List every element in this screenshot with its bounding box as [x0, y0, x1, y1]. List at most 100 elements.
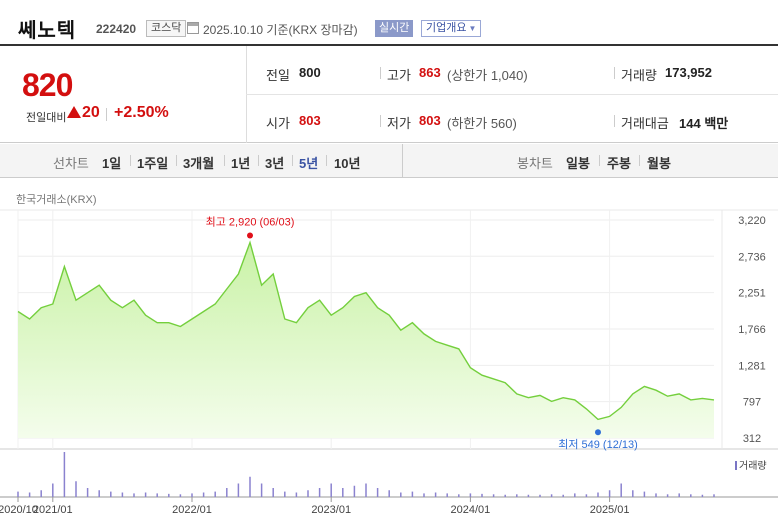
volume-bar	[713, 494, 715, 497]
market-badge: 코스닥	[146, 20, 187, 37]
stock-name: 쎄노텍	[18, 20, 77, 42]
volume-bar	[458, 494, 460, 497]
x-tick-label: 2021/01	[33, 504, 73, 516]
volume-bar	[121, 492, 124, 497]
y-tick-label: 3,220	[738, 215, 766, 227]
volume-bar	[202, 492, 205, 497]
divider	[614, 67, 615, 79]
up-arrow-icon	[67, 106, 81, 118]
chart-source-label: 한국거래소(KRX)	[16, 194, 97, 206]
divider	[380, 67, 381, 79]
high-value: 863	[419, 65, 441, 80]
volume-bar	[156, 493, 158, 497]
period-1w[interactable]: 1주일	[137, 156, 169, 171]
volume-bar	[295, 492, 298, 497]
volume-bar	[63, 452, 66, 497]
calendar-icon	[187, 22, 199, 34]
x-tick-label: 2022/01	[172, 504, 212, 516]
volume-bar	[469, 493, 472, 497]
x-tick-label: 2024/01	[451, 504, 491, 516]
stock-header: 쎄노텍 222420 코스닥 2025.10.10 기준(KRX 장마감) 실시…	[0, 0, 778, 46]
min-point-marker	[595, 429, 601, 436]
volume-bar	[504, 494, 506, 497]
change-percent: +2.50%	[114, 104, 169, 121]
volume-bar	[423, 493, 425, 497]
divider	[106, 108, 107, 121]
volume-bar	[562, 494, 564, 497]
volume-value: 173,952	[665, 65, 712, 80]
volume-bar	[643, 491, 646, 497]
volume-bar	[191, 493, 193, 497]
volume-bar	[527, 494, 530, 497]
y-tick-label: 1,281	[738, 360, 766, 372]
period-10y[interactable]: 10년	[334, 156, 361, 171]
volume-bar	[376, 488, 379, 497]
volume-bar	[86, 488, 89, 497]
open-label: 시가	[266, 116, 290, 131]
prev-close-value: 800	[299, 65, 321, 80]
price-change: 20	[67, 104, 100, 122]
volume-bar	[52, 483, 54, 497]
volume-bar	[318, 488, 321, 497]
volume-bar	[446, 493, 448, 497]
company-info-dropdown[interactable]: 기업개요 ▼	[421, 20, 482, 37]
divider	[258, 155, 259, 166]
volume-legend: 거래량	[735, 457, 767, 472]
volume-bar	[17, 491, 19, 497]
volume-bar	[597, 492, 599, 497]
volume-bar	[144, 492, 147, 497]
candle-weekly[interactable]: 주봉	[607, 156, 631, 171]
divider	[614, 115, 615, 127]
upper-limit: (상한가 1,040)	[447, 68, 528, 83]
divider	[402, 144, 403, 178]
quote-panel: 820 전일대비 20 +2.50% 전일 800 고가 863 (상한가 1,…	[0, 46, 778, 143]
volume-bar	[400, 492, 402, 497]
volume-label: 거래량	[621, 68, 657, 83]
volume-bar	[75, 481, 77, 497]
volume-bar	[655, 493, 657, 497]
candle-daily[interactable]: 일봉	[566, 156, 590, 171]
period-5y[interactable]: 5년	[299, 156, 319, 171]
volume-bar	[214, 491, 216, 497]
x-tick-label: 2025/01	[590, 504, 630, 516]
line-chart-label: 선차트	[53, 156, 89, 171]
volume-bar	[330, 483, 332, 497]
volume-bar	[701, 494, 704, 497]
period-1y[interactable]: 1년	[231, 156, 251, 171]
volume-bar	[388, 490, 390, 497]
y-tick-label: 1,766	[738, 324, 766, 336]
volume-bar	[342, 488, 344, 497]
current-price: 820	[22, 67, 73, 103]
volume-bar	[28, 492, 31, 497]
high-label: 고가	[387, 68, 411, 83]
stock-code: 222420	[96, 22, 137, 36]
volume-bar	[226, 488, 228, 497]
volume-bar	[110, 491, 112, 497]
volume-bar	[353, 485, 356, 497]
period-1d[interactable]: 1일	[102, 156, 122, 171]
volume-bar	[411, 491, 414, 497]
candle-monthly[interactable]: 월봉	[647, 156, 671, 171]
low-value: 803	[419, 113, 441, 128]
divider	[380, 115, 381, 127]
volume-bar	[608, 490, 611, 497]
y-tick-label: 2,251	[738, 288, 766, 300]
period-3m[interactable]: 3개월	[183, 156, 215, 171]
divider	[599, 155, 600, 166]
volume-bar	[516, 494, 518, 497]
volume-bar	[632, 490, 634, 497]
volume-bar	[492, 494, 495, 497]
period-3y[interactable]: 3년	[265, 156, 285, 171]
y-tick-label: 312	[743, 433, 761, 445]
x-tick-label: 2020/10	[0, 504, 38, 516]
price-line	[17, 240, 715, 421]
legend-swatch	[735, 461, 737, 470]
realtime-button[interactable]: 실시간	[375, 20, 414, 37]
price-area	[18, 242, 714, 438]
volume-bar	[133, 493, 135, 497]
chevron-down-icon: ▼	[468, 24, 477, 33]
volume-bar	[434, 492, 437, 497]
divider	[224, 155, 225, 166]
volume-bar	[307, 490, 309, 497]
